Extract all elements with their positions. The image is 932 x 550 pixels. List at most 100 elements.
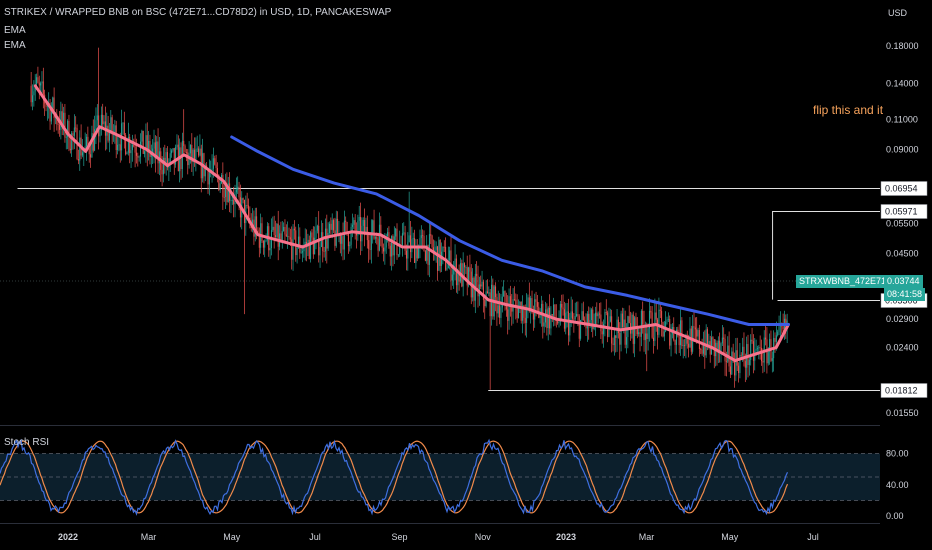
- candle-body: [569, 317, 571, 336]
- candle-body: [554, 304, 556, 319]
- candle-body: [115, 125, 117, 151]
- currency-label: USD: [888, 8, 908, 18]
- candle-body: [191, 144, 193, 163]
- candle-body: [65, 136, 67, 138]
- candle-body: [532, 313, 534, 320]
- candle-body: [412, 238, 414, 240]
- candle-body: [636, 328, 638, 335]
- candle-body: [295, 230, 297, 256]
- candle-body: [399, 245, 401, 255]
- stoch-rsi-label[interactable]: Stoch RSI: [4, 437, 50, 448]
- candle-body: [611, 316, 613, 344]
- candle-body: [187, 152, 189, 166]
- candle-body: [283, 226, 285, 232]
- ema-legend-2[interactable]: EMA: [4, 40, 26, 51]
- candlestick-series: [30, 47, 788, 390]
- candle-body: [350, 226, 352, 245]
- candle-body: [67, 120, 69, 137]
- candle-body: [755, 348, 757, 351]
- candle-body: [701, 349, 703, 354]
- last-price-badge: 0.03744: [884, 275, 923, 288]
- candle-body: [133, 144, 135, 147]
- candle-body: [42, 81, 44, 95]
- y-tick-label: 0.11000: [886, 115, 918, 125]
- candle-body: [94, 129, 96, 151]
- y-tick-label: 0.05500: [886, 218, 919, 228]
- candle-body: [752, 341, 754, 361]
- candle-body: [489, 292, 491, 317]
- x-tick-label: Mar: [639, 532, 655, 542]
- ema-slow-line: [230, 135, 790, 326]
- candle-body: [566, 311, 568, 313]
- candle-body: [214, 158, 216, 165]
- candle-body: [285, 234, 287, 237]
- candle-body: [167, 152, 169, 168]
- candle-body: [639, 332, 641, 337]
- candle-body: [454, 258, 456, 268]
- candle-body: [349, 244, 351, 247]
- candle-body: [156, 141, 158, 159]
- candle-body: [430, 234, 432, 236]
- candle-body: [122, 122, 124, 124]
- candle-body: [782, 326, 784, 330]
- candle-body: [152, 148, 154, 154]
- candle-body: [389, 245, 391, 257]
- candle-body: [609, 316, 611, 322]
- candle-body: [154, 142, 156, 159]
- candle-body: [256, 216, 258, 230]
- candle-body: [634, 317, 636, 344]
- candle-body: [468, 267, 470, 286]
- candle-body: [553, 304, 555, 316]
- candle-body: [688, 343, 690, 348]
- candle-body: [222, 174, 224, 197]
- candle-body: [401, 233, 403, 246]
- candle-body: [396, 228, 398, 256]
- ema-legend-1[interactable]: EMA: [4, 25, 26, 36]
- candle-body: [408, 235, 410, 243]
- candle-body: [623, 319, 625, 328]
- candle-body: [395, 228, 397, 237]
- candle-body: [288, 236, 290, 238]
- candle-body: [254, 216, 256, 237]
- candle-body: [360, 217, 362, 242]
- candle-body: [315, 230, 317, 238]
- candle-body: [513, 299, 515, 300]
- candle-body: [547, 307, 549, 329]
- candle-body: [59, 124, 61, 130]
- candle-body: [108, 131, 110, 141]
- candle-body: [414, 238, 416, 263]
- candle-body: [153, 142, 155, 149]
- candle-body: [302, 251, 304, 253]
- candle-body: [353, 220, 355, 225]
- annotation-text[interactable]: flip this and it: [813, 103, 884, 117]
- candle-body: [91, 133, 93, 158]
- candle-body: [694, 327, 696, 330]
- ema-lines: [33, 84, 790, 363]
- candle-body: [422, 235, 424, 237]
- candle-body: [266, 226, 268, 241]
- candle-body: [657, 319, 659, 335]
- candle-body: [574, 316, 576, 320]
- candle-body: [264, 240, 266, 248]
- candle-body: [716, 342, 718, 353]
- candle-body: [627, 316, 629, 338]
- candle-body: [681, 320, 683, 346]
- candle-body: [171, 150, 173, 154]
- candle-body: [277, 223, 279, 247]
- candle-body: [261, 223, 263, 241]
- y-tick-label: 0.18000: [886, 41, 919, 51]
- x-tick-label: Sep: [392, 532, 408, 542]
- candle-body: [343, 220, 345, 250]
- candle-body: [173, 148, 175, 165]
- candle-body: [527, 297, 529, 308]
- candle-body: [558, 321, 560, 324]
- candle-body: [88, 145, 90, 155]
- candle-body: [702, 344, 704, 354]
- candle-body: [226, 187, 228, 203]
- candle-body: [693, 326, 695, 328]
- candle-body: [662, 321, 664, 337]
- symbol-badge: STRXWBNB_472E71.USD: [796, 275, 911, 288]
- candle-body: [534, 299, 536, 320]
- candle-body: [503, 291, 505, 297]
